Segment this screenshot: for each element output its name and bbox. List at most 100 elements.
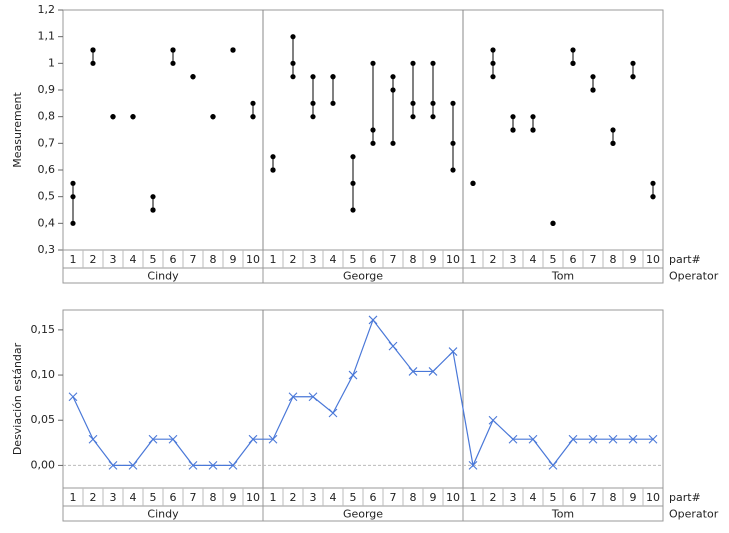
part-label: 8 [410,253,417,266]
part-label: 6 [170,253,177,266]
part-label: 4 [130,491,137,504]
part-label: 7 [590,491,597,504]
part-label: 9 [630,491,637,504]
std-marker [68,392,78,402]
measurement-point [170,47,176,53]
measurement-point [390,74,396,80]
std-marker [168,434,178,444]
std-marker [228,461,238,470]
measurement-point [390,140,396,146]
part-label: 10 [246,491,260,504]
measurement-point [590,74,596,80]
x-label: part# [669,491,701,504]
part-label: 1 [70,253,77,266]
std-marker [628,434,638,444]
part-label: 2 [490,491,497,504]
measurement-point [570,60,576,66]
part-label: 9 [230,253,237,266]
measurement-point [430,114,436,120]
std-marker [488,415,498,425]
part-label: 2 [290,253,297,266]
part-label: 6 [570,491,577,504]
measurement-point [410,100,416,106]
y-tick-label: 0,7 [38,136,56,149]
part-label: 9 [230,491,237,504]
y-tick-label: 0,3 [38,243,56,256]
part-label: 2 [490,253,497,266]
measurement-point [450,100,456,106]
measurement-point [470,180,476,186]
x-label: Operator [669,508,719,521]
measurement-point [250,114,256,120]
x-label: part# [669,253,701,266]
measurement-point [290,60,296,66]
part-label: 9 [430,253,437,266]
part-label: 3 [310,253,317,266]
std-marker [368,315,378,325]
y-tick-label: 0,4 [38,216,56,229]
measurement-point [290,74,296,80]
std-marker [608,434,618,444]
part-label: 3 [510,491,517,504]
measurement-point [430,100,436,106]
measurement-point [610,140,616,146]
part-label: 9 [630,253,637,266]
measurement-point [290,34,296,40]
measurement-point [270,167,276,173]
std-marker [648,434,658,444]
measurement-point [330,100,336,106]
x-label: Operator [669,270,719,283]
part-label: 5 [550,253,557,266]
y-tick-label: 0,8 [38,110,56,123]
std-marker [188,461,198,470]
part-label: 9 [430,491,437,504]
std-marker [568,434,578,444]
std-marker [508,434,518,444]
measurement-point [90,47,96,53]
operator-label: Tom [551,270,574,283]
std-marker [388,341,398,351]
part-label: 8 [610,253,617,266]
measurement-point [150,194,156,200]
part-label: 5 [550,491,557,504]
part-label: 10 [246,253,260,266]
part-label: 10 [646,253,660,266]
part-label: 2 [90,491,97,504]
std-marker [108,461,118,470]
part-label: 5 [150,491,157,504]
measurement-point [170,60,176,66]
part-label: 5 [350,253,357,266]
part-label: 10 [446,253,460,266]
measurement-point [150,207,156,213]
part-label: 7 [390,253,397,266]
measurement-point [490,74,496,80]
part-label: 2 [90,253,97,266]
measurement-point [610,127,616,133]
y-tick-label: 1 [48,56,55,69]
std-marker [528,434,538,444]
y-tick-label: 1,2 [38,3,56,16]
measurement-point [250,100,256,106]
part-label: 7 [590,253,597,266]
std-marker [588,434,598,444]
part-label: 3 [110,253,117,266]
part-label: 4 [330,491,337,504]
measurement-point [210,114,216,120]
measurement-point [230,47,236,53]
part-label: 1 [70,491,77,504]
measurement-point [390,87,396,93]
part-label: 8 [610,491,617,504]
y-axis-label: Measurement [11,92,24,168]
std-marker [248,434,258,444]
y-tick-label: 1,1 [38,30,56,43]
measurement-point [370,60,376,66]
part-label: 4 [130,253,137,266]
measurement-point [350,207,356,213]
measurement-point [350,180,356,186]
std-marker [208,461,218,470]
measurement-point [330,74,336,80]
part-label: 3 [510,253,517,266]
std-marker [348,370,358,380]
y-tick-label: 0,6 [38,163,56,176]
